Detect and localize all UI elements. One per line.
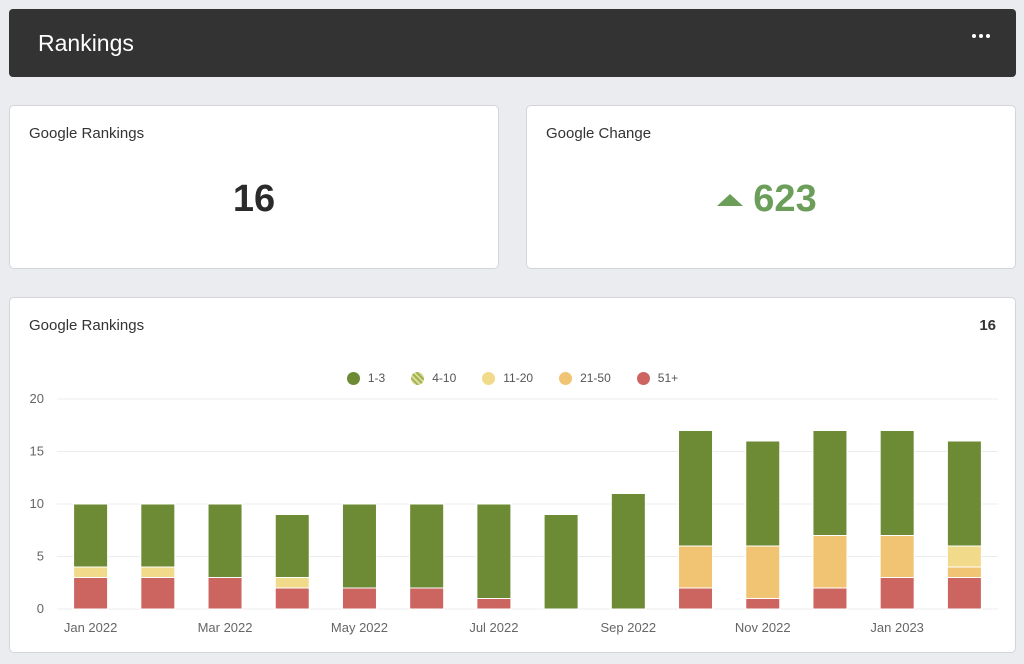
google-change-card: Google Change 623 — [526, 105, 1016, 269]
legend-item-21-50[interactable]: 21-50 — [559, 371, 611, 385]
legend-label: 51+ — [657, 371, 679, 385]
bar-segment-11-20 — [946, 545, 982, 568]
bar-segment-11-20 — [140, 566, 176, 578]
bar-segment-1-3 — [207, 503, 243, 578]
legend-swatch — [636, 371, 650, 385]
chart-title: Google Rankings — [29, 317, 145, 334]
bar-segment-51+ — [812, 587, 848, 610]
x-tick-label: Nov 2022 — [735, 620, 791, 635]
legend-swatch — [482, 371, 496, 385]
bar-segment-1-3 — [73, 503, 109, 568]
x-tick-label: Jul 2022 — [469, 620, 518, 635]
bar-segment-21-50 — [946, 566, 982, 578]
x-tick-label: May 2022 — [331, 620, 388, 635]
bar-segment-1-3 — [946, 440, 982, 547]
page-title: Rankings — [38, 29, 134, 56]
bar-segment-1-3 — [879, 430, 915, 536]
y-tick-label: 15 — [30, 444, 44, 459]
x-tick-label: Mar 2022 — [198, 620, 253, 635]
y-tick-label: 0 — [37, 601, 44, 616]
chart-legend: 1-3 4-10 11-20 21-50 51+ — [10, 371, 1015, 385]
more-dots-icon[interactable] — [966, 28, 990, 44]
google-rankings-card: Google Rankings 16 — [9, 105, 499, 269]
legend-item-51+[interactable]: 51+ — [636, 371, 679, 385]
bar-segment-1-3 — [274, 514, 310, 578]
bar-segment-51+ — [879, 577, 915, 610]
bar-segment-51+ — [745, 598, 781, 610]
bar-segment-51+ — [341, 587, 377, 610]
y-tick-label: 5 — [37, 549, 44, 564]
bar-segment-51+ — [140, 577, 176, 610]
change-value: 623 — [753, 178, 817, 220]
legend-item-11-20[interactable]: 11-20 — [482, 371, 533, 385]
legend-swatch — [346, 371, 360, 385]
bar-segment-1-3 — [341, 503, 377, 589]
legend-item-1-3[interactable]: 1-3 — [346, 371, 386, 385]
bar-segment-21-50 — [678, 545, 714, 589]
arrow-up-icon — [717, 193, 744, 206]
legend-item-4-10[interactable]: 4-10 — [411, 371, 456, 385]
card-title: Google Change — [546, 125, 652, 142]
bar-segment-21-50 — [745, 545, 781, 599]
bar-segment-1-3 — [678, 430, 714, 547]
bar-segment-1-3 — [745, 440, 781, 547]
legend-swatch — [411, 371, 425, 385]
bar-segment-1-3 — [812, 430, 848, 536]
bar-segment-51+ — [409, 587, 445, 610]
rankings-chart-card: Google Rankings 16 0 5 10 15 20 Jan 2022 Mar 2… — [9, 297, 1016, 653]
card-title: Google Rankings — [29, 125, 145, 142]
rankings-bar-chart: 0 5 10 15 20 Jan 2022 Mar 2022 May 2022 Jul 2022… — [30, 391, 998, 635]
legend-label: 11-20 — [503, 371, 534, 385]
bar-segment-1-3 — [409, 503, 445, 589]
bar-segment-21-50 — [812, 535, 848, 589]
x-tick-label: Jan 2022 — [64, 620, 118, 635]
bar-segment-21-50 — [879, 535, 915, 578]
bar-segment-11-20 — [73, 566, 109, 578]
y-tick-label: 20 — [30, 391, 44, 406]
page-header: Rankings — [9, 9, 1016, 77]
bar-segment-51+ — [207, 577, 243, 610]
legend-label: 1-3 — [367, 371, 386, 385]
change-indicator: 623 — [527, 178, 1015, 221]
bar-segment-1-3 — [140, 503, 176, 568]
bar-segment-51+ — [274, 587, 310, 610]
bar-segment-51+ — [476, 598, 512, 610]
y-tick-label: 10 — [30, 496, 44, 511]
legend-label: 4-10 — [432, 371, 457, 385]
x-tick-label: Jan 2023 — [870, 620, 924, 635]
bar-segment-1-3 — [610, 493, 646, 610]
legend-label: 21-50 — [580, 371, 611, 385]
x-tick-label: Sep 2022 — [600, 620, 656, 635]
bar-segment-51+ — [678, 587, 714, 610]
bar-segment-51+ — [946, 577, 982, 610]
bar-segment-51+ — [73, 577, 109, 610]
bar-segment-1-3 — [476, 503, 512, 599]
bar-segment-1-3 — [543, 514, 579, 610]
chart-total: 16 — [979, 317, 996, 334]
bar-segment-11-20 — [274, 577, 310, 589]
legend-swatch — [559, 371, 573, 385]
rankings-value: 16 — [232, 178, 276, 220]
